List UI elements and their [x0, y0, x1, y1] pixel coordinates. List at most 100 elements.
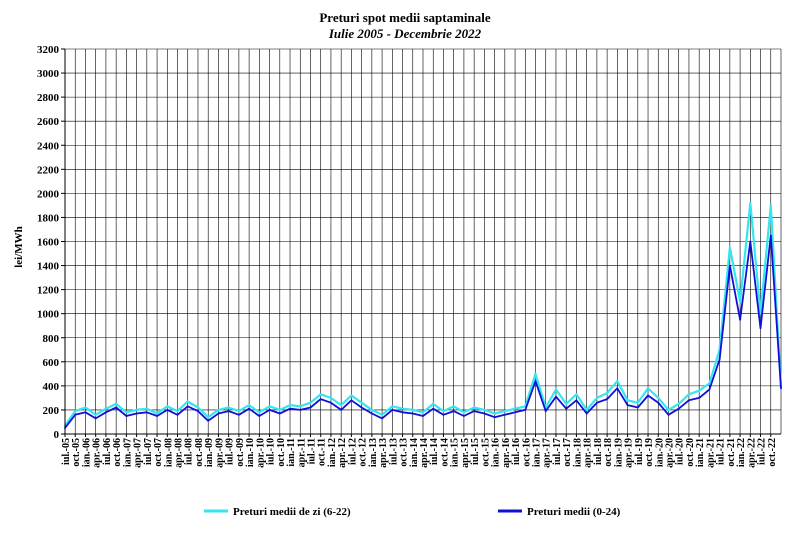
x-tick-label: apr.-22 [746, 438, 757, 468]
data-point-avg-prices [350, 399, 353, 402]
data-point-avg-prices [595, 401, 598, 404]
x-tick-label: apr.-14 [419, 438, 430, 468]
x-tick-label: iul.-05 [61, 438, 72, 465]
data-point-avg-prices [156, 415, 158, 417]
data-point-avg-prices [115, 406, 118, 409]
data-point-avg-prices [411, 412, 414, 415]
data-point-avg-prices [769, 234, 772, 237]
x-tick-label: apr.-11 [296, 438, 307, 467]
x-tick-label: oct.-05 [71, 438, 82, 467]
data-point-avg-prices [125, 415, 128, 417]
y-tick-label: 0 [54, 429, 60, 441]
data-point-avg-prices [667, 413, 670, 416]
data-point-avg-prices [207, 419, 210, 422]
data-point-day-prices [340, 404, 343, 407]
x-tick-label: ian.-09 [204, 438, 215, 467]
y-tick-label: 1600 [37, 237, 60, 249]
data-point-day-prices [289, 404, 291, 407]
x-tick-label: iul.-16 [511, 438, 522, 465]
legend-label-avg-prices: Preturi medii (0-24) [527, 506, 621, 518]
data-point-day-prices [309, 401, 312, 404]
data-point-day-prices [657, 397, 660, 399]
x-tick-label: apr.-07 [133, 438, 144, 468]
data-point-day-prices [84, 406, 87, 409]
data-point-avg-prices [708, 388, 711, 391]
x-tick-label: apr.-21 [705, 438, 716, 468]
x-tick-label: ian.-08 [163, 438, 174, 467]
data-point-avg-prices [289, 407, 291, 410]
y-tick-label: 600 [43, 357, 60, 369]
data-point-day-prices [534, 372, 537, 375]
x-tick-label: apr.-16 [501, 438, 512, 468]
x-tick-label: iul.-17 [552, 438, 563, 465]
data-point-avg-prices [422, 415, 424, 417]
data-point-day-prices [401, 407, 404, 410]
x-tick-label: ian.-06 [81, 438, 92, 467]
x-tick-label: ian.-17 [532, 438, 543, 467]
data-point-day-prices [381, 413, 383, 416]
x-tick-label: iul.-10 [266, 438, 277, 465]
data-point-day-prices [105, 407, 107, 410]
data-point-avg-prices [739, 318, 741, 321]
data-point-day-prices [503, 410, 506, 413]
y-tick-label: 400 [43, 381, 60, 393]
data-point-day-prices [268, 405, 271, 408]
data-point-avg-prices [227, 410, 230, 413]
data-point-avg-prices [360, 406, 363, 409]
data-point-avg-prices [493, 416, 496, 419]
data-point-day-prices [728, 246, 731, 249]
x-tick-label: iul.-06 [102, 438, 113, 465]
data-point-avg-prices [166, 409, 169, 411]
data-point-avg-prices [442, 413, 445, 416]
data-point-avg-prices [432, 407, 435, 410]
y-tick-label: 800 [43, 333, 60, 345]
data-point-avg-prices [74, 413, 77, 416]
y-tick-labels: 0 200 400 600 800 1000 1200 1400 1600 1800 2000 220… [37, 44, 60, 441]
data-point-avg-prices [381, 417, 383, 420]
x-tick-label: ian.-16 [491, 438, 502, 467]
data-point-day-prices [698, 389, 701, 392]
data-point-day-prices [278, 409, 281, 411]
data-point-avg-prices [626, 404, 629, 407]
x-tick-label: oct.-18 [603, 438, 614, 467]
data-point-avg-prices [575, 399, 578, 402]
x-tick-label: iul.-14 [429, 438, 440, 465]
data-point-avg-prices [524, 409, 527, 411]
data-point-avg-prices [585, 412, 588, 415]
x-tick-label: apr.-08 [174, 438, 185, 468]
data-point-day-prices [493, 412, 496, 415]
data-point-avg-prices [616, 387, 619, 390]
data-point-avg-prices [565, 407, 568, 410]
data-point-day-prices [759, 312, 762, 315]
data-point-day-prices [125, 411, 128, 414]
data-point-avg-prices [145, 411, 148, 414]
x-tick-label: iul.-15 [470, 438, 481, 465]
data-point-avg-prices [514, 411, 516, 414]
data-point-day-prices [248, 404, 251, 407]
x-tick-label: ian.-15 [450, 438, 461, 467]
data-point-avg-prices [647, 394, 649, 397]
data-point-day-prices [186, 400, 189, 403]
x-tick-label: iul.-22 [757, 438, 768, 465]
x-tick-label: iul.-12 [347, 438, 358, 465]
x-tick-label: oct.-19 [644, 438, 655, 467]
x-tick-label: apr.-15 [460, 438, 471, 468]
data-point-day-prices [483, 409, 486, 411]
x-tick-label: apr.-18 [583, 438, 594, 468]
data-point-avg-prices [688, 399, 690, 402]
data-point-day-prices [319, 393, 322, 396]
data-point-day-prices [115, 403, 118, 405]
x-tick-label: oct.-10 [276, 438, 287, 467]
data-point-avg-prices [94, 417, 97, 420]
data-point-day-prices [330, 397, 332, 399]
data-point-avg-prices [309, 406, 312, 409]
x-tick-label: oct.-15 [480, 438, 491, 467]
y-tick-label: 2600 [37, 116, 60, 128]
data-point-avg-prices [176, 413, 179, 416]
data-point-day-prices [156, 412, 158, 415]
data-point-avg-prices [299, 409, 302, 411]
y-tick-label: 3000 [37, 68, 60, 80]
data-point-day-prices [647, 387, 649, 390]
data-point-day-prices [452, 405, 455, 408]
data-point-avg-prices [370, 412, 373, 415]
